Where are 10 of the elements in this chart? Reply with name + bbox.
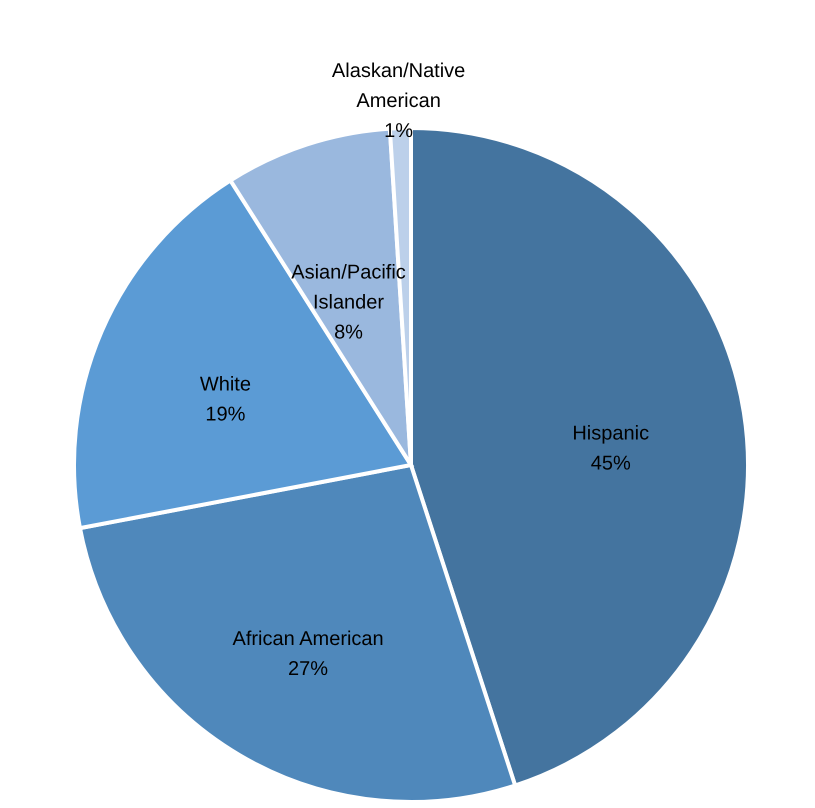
data-label: 1% xyxy=(384,120,414,142)
slice-label: Asian/Pacific Islander xyxy=(291,262,406,314)
data-label: 27% xyxy=(288,658,328,680)
slice-label: Alaskan/Native American xyxy=(332,60,466,112)
slice-label: White xyxy=(200,374,251,396)
slice-label: Hispanic xyxy=(572,422,650,444)
data-label: 8% xyxy=(334,322,364,344)
slice-label: African American xyxy=(232,628,384,650)
data-label: 19% xyxy=(205,404,246,426)
data-label: 45% xyxy=(590,452,631,474)
